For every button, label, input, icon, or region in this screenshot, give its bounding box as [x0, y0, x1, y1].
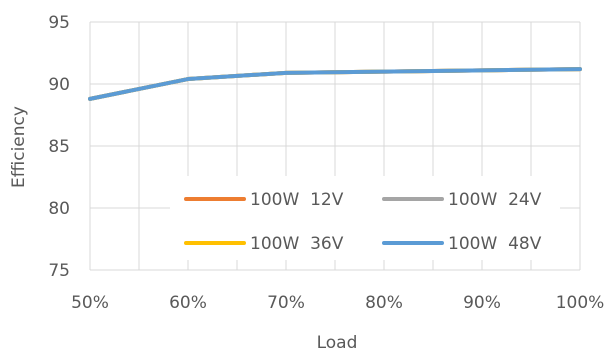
legend-label-2: 100W 36V [250, 234, 344, 254]
series-3-point [89, 98, 91, 100]
series-lines [88, 67, 582, 101]
x-axis-title: Load [317, 333, 358, 350]
x-tick-label: 100% [556, 293, 605, 313]
legend-label-0: 100W 12V [250, 190, 344, 210]
x-tick-label: 90% [463, 293, 501, 313]
y-tick-label: 85 [48, 137, 70, 157]
series-3-point [383, 71, 385, 73]
legend-label-1: 100W 24V [448, 190, 542, 210]
y-axis-title: Efficiency [9, 106, 29, 188]
y-tick-labels: 75 80 85 90 95 [48, 13, 70, 281]
series-3-point [481, 69, 483, 71]
x-tick-label: 60% [169, 293, 207, 313]
legend-label-3: 100W 48V [448, 234, 542, 254]
series-3-point [285, 72, 287, 74]
legend-background [170, 176, 560, 260]
x-tick-label: 70% [267, 293, 305, 313]
x-tick-label: 80% [365, 293, 403, 313]
x-tick-labels: 50% 60% 70% 80% 90% 100% [71, 293, 604, 313]
y-tick-label: 95 [48, 13, 70, 33]
y-tick-label: 75 [48, 261, 70, 281]
y-tick-label: 80 [48, 199, 70, 219]
y-tick-label: 90 [48, 75, 70, 95]
series-3-point [187, 78, 189, 80]
series-3-point [579, 68, 581, 70]
legend: 100W 12V 100W 24V 100W 36V 100W 48V [170, 176, 560, 260]
x-tick-label: 50% [71, 293, 109, 313]
series-line-3 [88, 67, 582, 101]
